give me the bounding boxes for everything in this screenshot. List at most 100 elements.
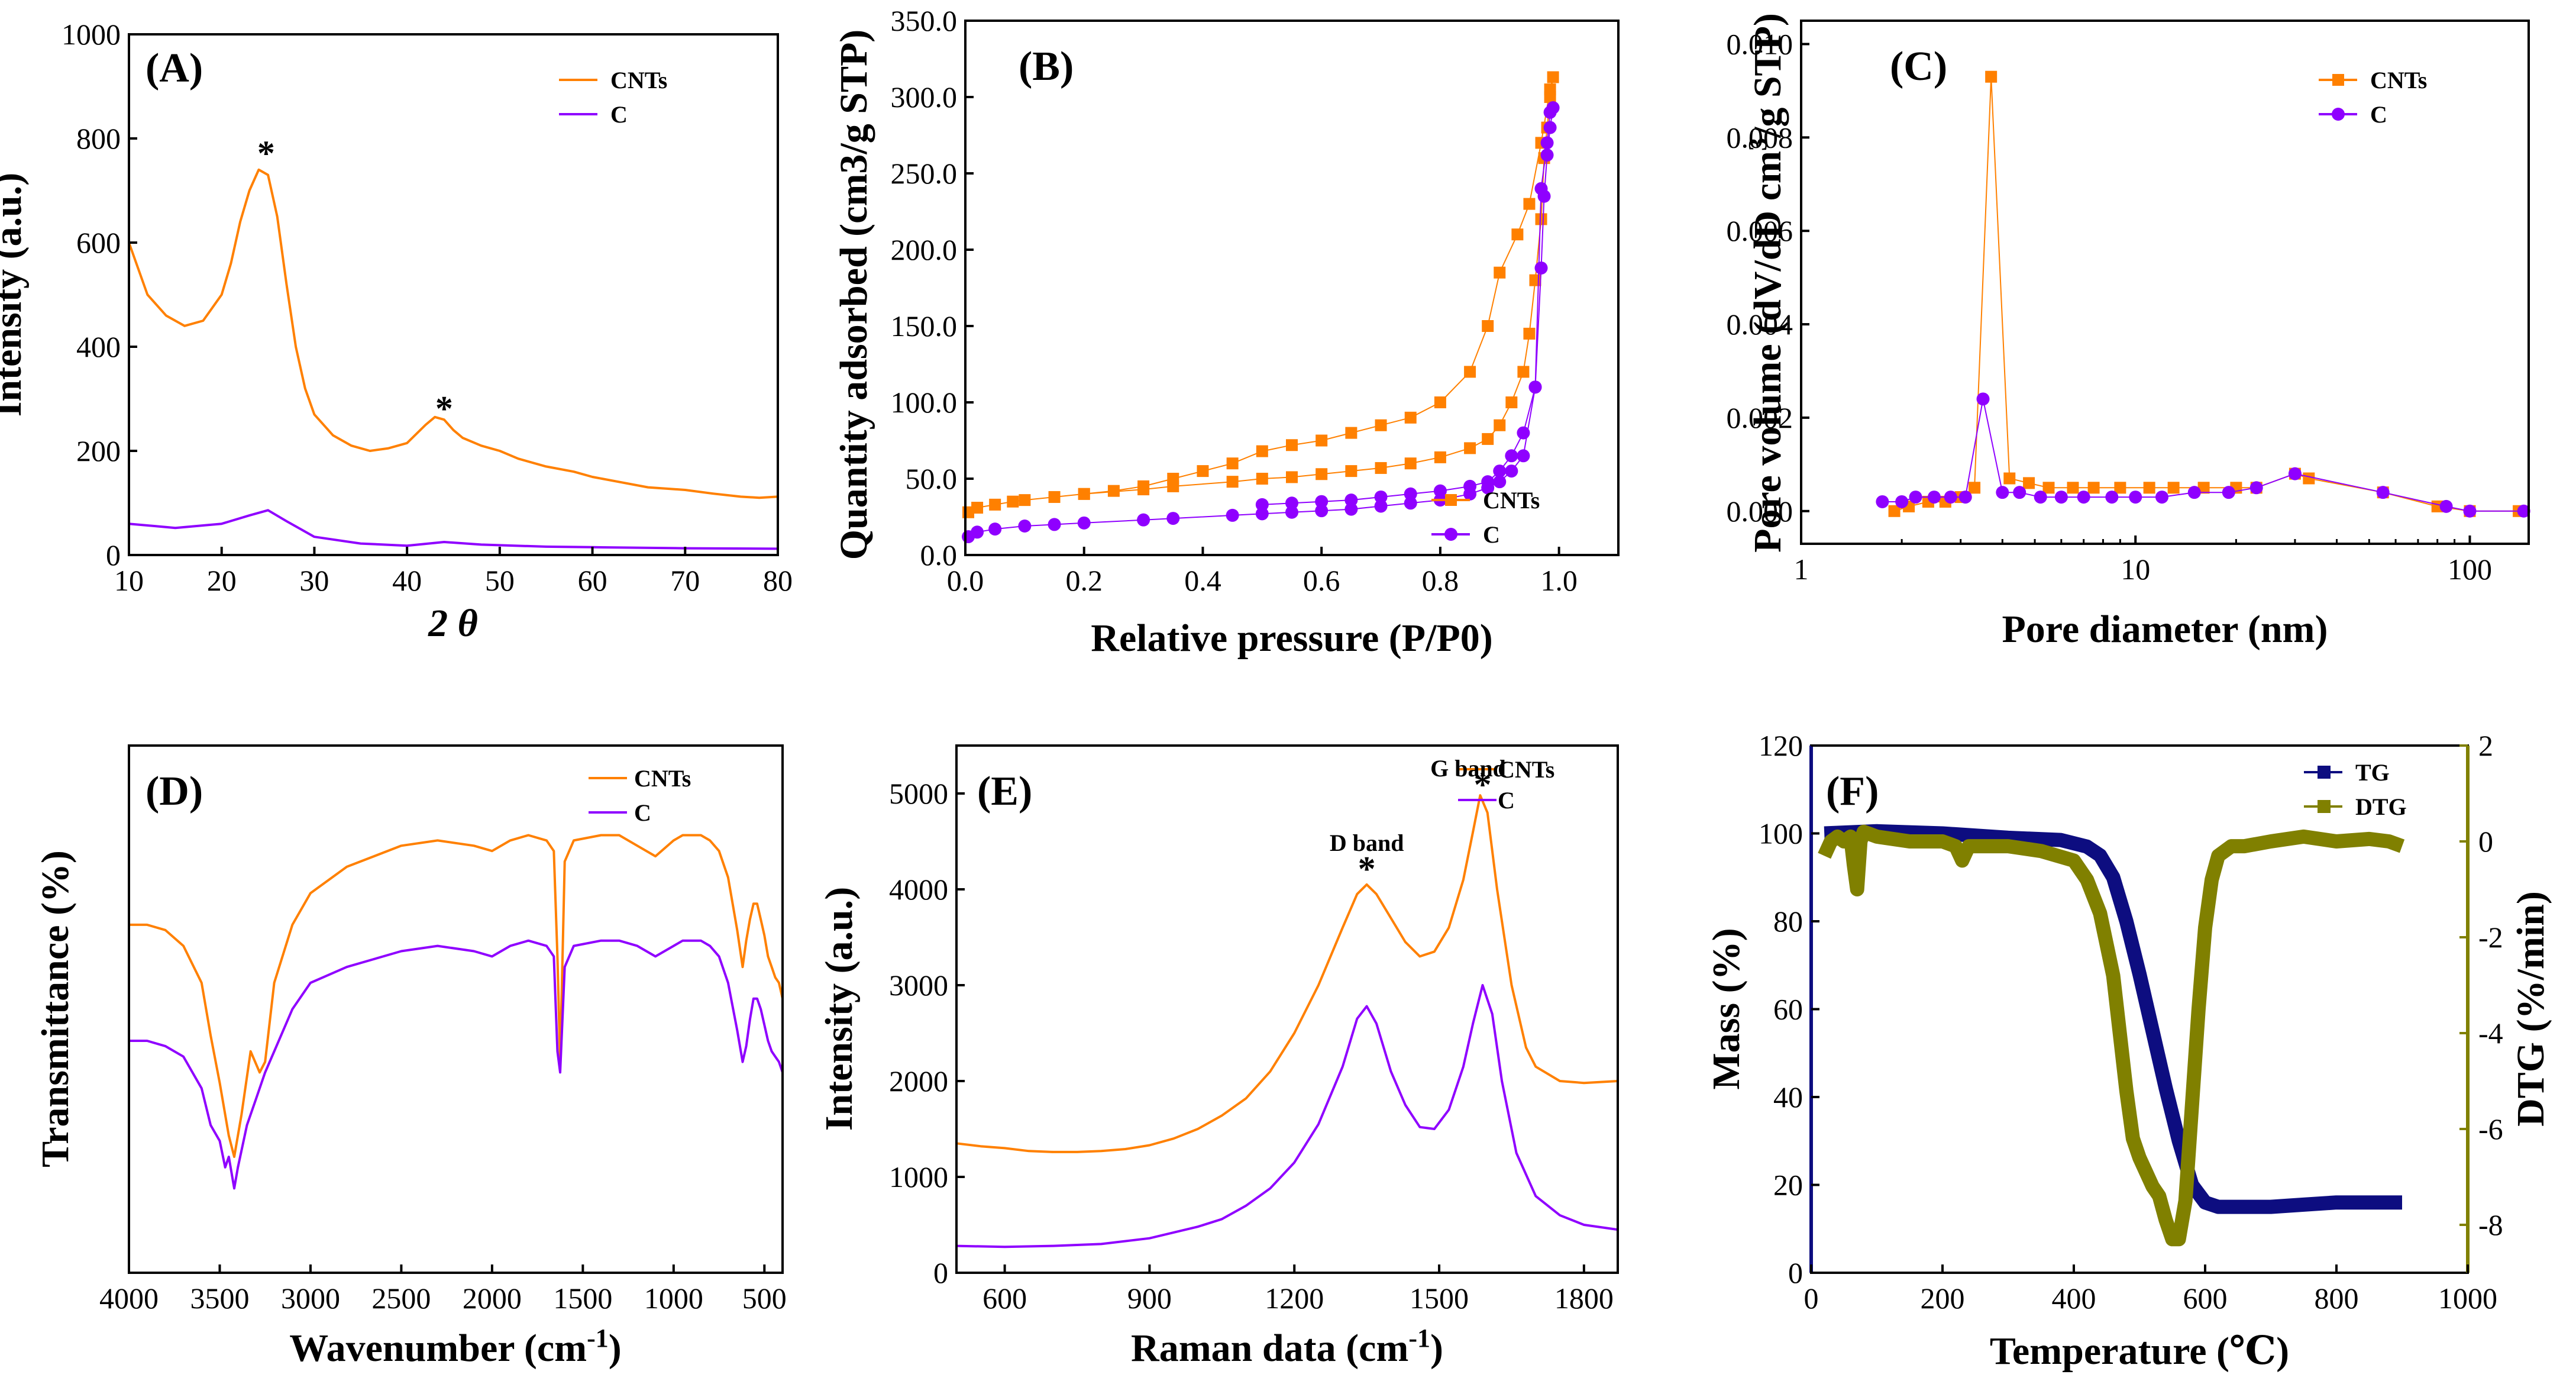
data-point [2077,491,2090,504]
data-point [2114,482,2126,494]
x-tick-label: 2500 [371,1282,431,1315]
y-tick-label: 0 [1788,1256,1803,1289]
y2-axis-label: DTG (%/min) [2509,891,2552,1127]
data-point [1137,513,1150,527]
data-point [1078,488,1090,500]
data-point [988,522,1002,536]
series-line-c [128,509,778,550]
y-tick-label: 800 [76,122,121,155]
data-point [1481,475,1495,489]
legend-marker [2332,108,2345,121]
y-tick-label: 0.004 [1727,308,1793,341]
data-point [2129,491,2142,504]
data-point [1540,136,1554,150]
data-point [1285,496,1298,510]
data-point [1315,504,1329,518]
y-tick-label: 40 [1773,1080,1803,1114]
panel-label: (C) [1890,44,1947,89]
y-tick-label: 100.0 [891,386,958,419]
series-line-cnts [956,794,1618,1153]
data-point [2249,481,2263,495]
y-tick-label: 0.000 [1727,495,1793,528]
data-point [1505,449,1518,463]
data-point [1048,518,1061,531]
y-tick-label: 4000 [889,873,948,906]
data-point [1404,457,1417,470]
legend-marker [2318,800,2331,813]
data-point [971,502,984,514]
legend: CNTs C [2319,67,2427,128]
data-point [1528,380,1542,394]
x-tick-label: 40 [392,564,422,597]
data-point [2054,491,2068,504]
y-tick-label: 200 [76,434,121,467]
data-point [1375,462,1387,474]
data-point [1316,434,1328,447]
x-axis-label-sup: -1 [587,1324,609,1353]
data-point [1316,468,1328,480]
data-point [1547,71,1559,83]
data-point [2376,486,2390,499]
panel-label: (D) [146,769,203,814]
data-point [989,498,1001,511]
y-tick-label: 0 [933,1256,948,1289]
data-point [1255,498,1269,511]
legend-label-c: C [2370,101,2387,128]
y-tick-label: 3000 [889,969,948,1002]
data-point [1344,493,1358,507]
data-point [2067,482,2079,494]
band-annotation: G band [1430,755,1506,782]
data-point [2143,482,2155,494]
y2-tick-label: -6 [2478,1112,2503,1146]
data-point [1534,182,1548,195]
y2-tick-label: -2 [2478,921,2503,954]
y-tick-label: 100 [1759,817,1803,850]
y-tick-label: 120 [1759,729,1803,762]
x-tick-label: 1000 [2438,1282,2497,1315]
y2-tick-label: -4 [2478,1017,2503,1050]
data-point [2105,491,2119,504]
y-tick-label: 0.002 [1727,401,1793,434]
x-axis-label-sup: -1 [1408,1324,1430,1353]
panel-label: (F) [1826,769,1879,814]
legend-label-dtg: DTG [2355,793,2407,820]
data-point [2034,491,2047,504]
legend-label-cnts: CNTs [610,67,667,93]
panel-c: 1 10 1000.0000.0020.0040.0060.0080.010Pore… [1727,13,2530,651]
data-point [1534,261,1548,275]
y-tick-label: 0.006 [1727,214,1793,247]
data-point [1543,121,1557,134]
x-tick-label: 4000 [99,1282,159,1315]
data-point [1404,496,1417,510]
data-point [1315,495,1329,508]
x-tick-label: 1800 [1554,1282,1614,1315]
data-point [1927,491,1941,504]
series-line-c [129,939,784,1190]
plot-frame [1800,20,2530,545]
data-point [1345,465,1358,478]
data-point [1494,266,1506,279]
x-axis-label-text: Wavenumber (cm [289,1327,587,1370]
data-point [1482,433,1494,445]
data-point [1543,105,1557,119]
y-tick-label: 350.0 [891,4,958,37]
series-line-c [968,107,1554,537]
y2-tick-label: -8 [2478,1208,2503,1241]
x-tick-label: 0.2 [1065,564,1103,597]
peak-marker: * [257,134,275,173]
y-axis-label: Intensity (a.u.) [817,887,861,1131]
panel-label: (E) [977,769,1032,814]
data-point [2155,491,2168,504]
x-tick-label: 70 [670,564,700,597]
series-line-dtg [1818,824,2405,1247]
legend-label-cnts: CNTs [2370,67,2427,93]
data-point [1895,495,1909,508]
y-axis-label: Quantity adsorbed (cm3/g STP) [832,30,875,560]
x-tick-label: 200 [1921,1282,1965,1315]
data-point [1888,505,1901,517]
legend-marker [2318,766,2331,779]
x-tick-label: 0.8 [1422,564,1459,597]
panel-f: 0 200 400 600 800 1000020406080100120-8-6-4-2… [1705,729,2552,1373]
y-axis-label-sup: 3 [1743,138,1772,151]
